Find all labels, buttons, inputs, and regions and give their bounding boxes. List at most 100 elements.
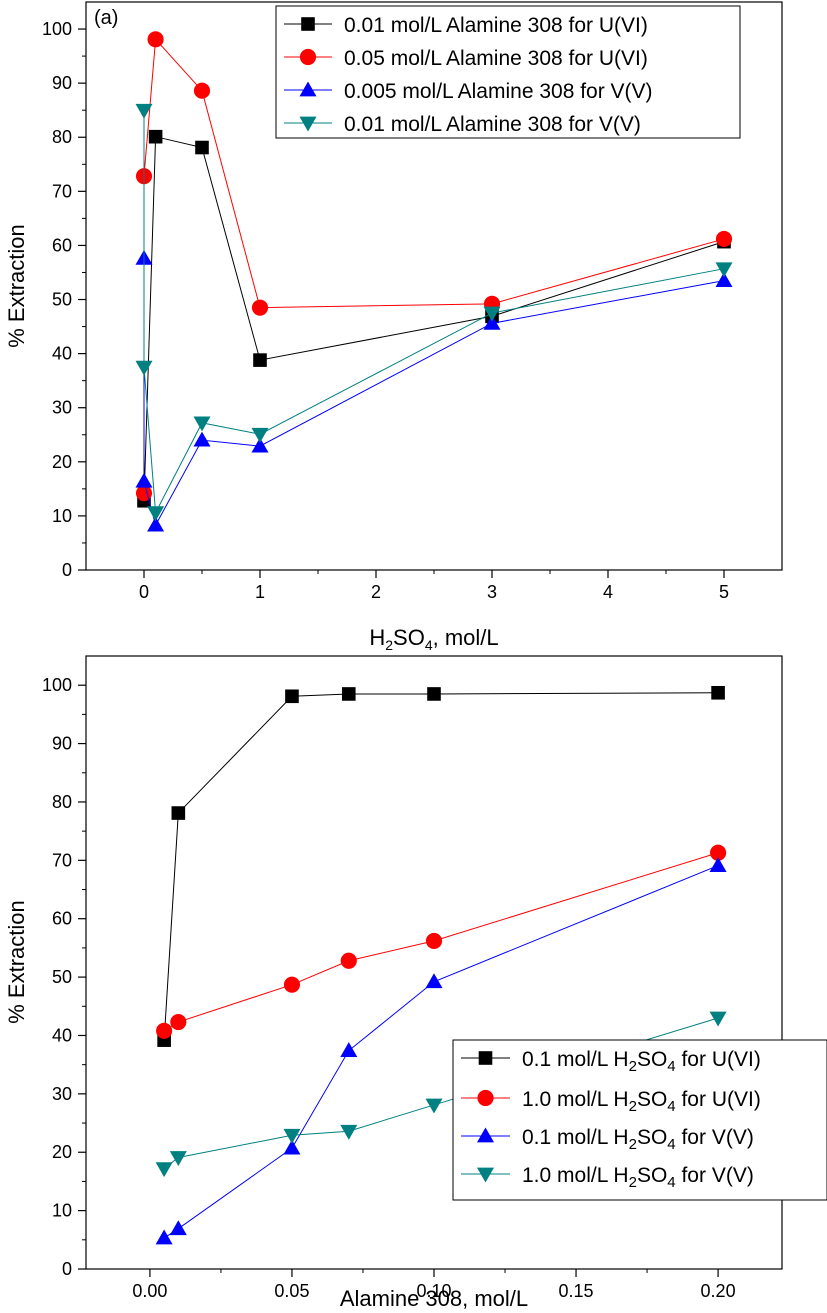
series-1 xyxy=(156,844,727,1039)
data-point xyxy=(147,516,165,532)
series-line xyxy=(163,692,719,1041)
legend-marker xyxy=(478,1051,493,1065)
y-tick-label: 70 xyxy=(52,181,72,201)
y-tick-label: 70 xyxy=(52,850,72,870)
data-point xyxy=(283,976,301,993)
data-point xyxy=(169,1220,187,1236)
y-tick-label: 30 xyxy=(52,1084,72,1104)
y-tick-label: 0 xyxy=(62,560,72,580)
legend-entry-0: 0.01 mol/L Alamine 308 for U(VI) xyxy=(284,14,648,37)
x-tick-label: 0.00 xyxy=(132,1281,167,1301)
x-tick-label: 2 xyxy=(371,582,381,602)
data-point xyxy=(135,360,153,376)
data-point xyxy=(283,1139,301,1155)
data-point xyxy=(715,262,733,278)
series-layer-b xyxy=(155,685,727,1245)
legend-b: 0.1 mol/L H2SO4 for U(VI) 1.0 mol/L H2SO4… xyxy=(452,1039,827,1201)
series-0 xyxy=(157,685,725,1047)
chart-panel-b: 0.00 0.05 0.10 0.15 0.20 0 10 20 30 40 50 60 70 80 90 1… xyxy=(4,655,827,1311)
data-point xyxy=(425,973,443,989)
legend-label: 0.1 mol/L H2SO4 for V(V) xyxy=(522,1126,754,1153)
legend-marker xyxy=(301,17,315,31)
y-tick-label: 40 xyxy=(52,344,72,364)
series-layer-a xyxy=(135,31,733,532)
data-point xyxy=(710,844,727,861)
legend-entry-1: 1.0 mol/L H2SO4 for U(VI) xyxy=(461,1088,761,1115)
data-point xyxy=(483,314,501,330)
data-point xyxy=(193,431,211,447)
legend-marker xyxy=(299,48,317,66)
legend-marker xyxy=(477,1167,494,1183)
legend-entry-0: 0.1 mol/L H2SO4 for U(VI) xyxy=(461,1048,761,1075)
x-tick-label: 0.15 xyxy=(559,1281,594,1301)
legend-entry-1: 0.05 mol/L Alamine 308 for U(VI) xyxy=(284,47,648,70)
data-point xyxy=(709,857,727,872)
data-point xyxy=(253,353,267,367)
x-tick-label: 0.20 xyxy=(701,1281,736,1301)
data-point xyxy=(193,416,211,432)
series-line xyxy=(143,258,725,527)
data-point xyxy=(195,140,209,155)
series-3 xyxy=(135,103,733,522)
y-tick-label: 0 xyxy=(62,1259,72,1279)
axis-ticks-b: 0.00 0.05 0.10 0.15 0.20 0 10 20 30 40 50 60 70 80 90 1… xyxy=(42,675,736,1301)
data-point xyxy=(711,685,725,700)
series-line xyxy=(143,110,725,515)
y-axis-label-b: % Extraction xyxy=(4,900,29,1024)
x-tick-label: 1 xyxy=(255,582,265,602)
y-tick-label: 90 xyxy=(52,73,72,93)
legend-label: 1.0 mol/L H2SO4 for U(VI) xyxy=(522,1088,761,1115)
legend-box-a xyxy=(275,5,741,139)
y-tick-label: 10 xyxy=(52,1201,72,1221)
legend-label: 1.0 mol/L H2SO4 for V(V) xyxy=(522,1164,754,1191)
y-tick-label: 40 xyxy=(52,1025,72,1045)
legend-marker xyxy=(299,81,317,97)
data-point xyxy=(483,306,501,322)
legend-label: 0.01 mol/L Alamine 308 for V(V) xyxy=(344,113,641,136)
data-point xyxy=(193,82,211,99)
y-tick-label: 20 xyxy=(52,1142,72,1162)
data-point xyxy=(715,272,733,287)
data-point xyxy=(715,230,733,248)
panel-label-a: (a) xyxy=(94,7,118,29)
y-tick-label: 20 xyxy=(52,452,72,472)
data-point xyxy=(425,1098,443,1114)
data-point xyxy=(427,687,441,701)
legend-label: 0.05 mol/L Alamine 308 for U(VI) xyxy=(344,47,648,70)
legend-label: 0.005 mol/L Alamine 308 for V(V) xyxy=(344,80,653,103)
data-point xyxy=(155,1162,173,1178)
data-point xyxy=(425,932,443,949)
legend-label: 0.01 mol/L Alamine 308 for U(VI) xyxy=(344,14,648,37)
y-tick-label: 30 xyxy=(52,398,72,418)
legend-marker xyxy=(299,116,317,132)
data-point xyxy=(170,1013,187,1031)
y-tick-label: 10 xyxy=(52,506,72,526)
data-point xyxy=(251,427,269,443)
x-axis-label-b: Alamine 308, mol/L xyxy=(340,1286,528,1311)
data-point xyxy=(155,1229,173,1245)
data-point xyxy=(148,129,163,144)
legend-entry-3: 0.01 mol/L Alamine 308 for V(V) xyxy=(284,113,641,136)
y-tick-label: 60 xyxy=(52,909,72,929)
legend-marker xyxy=(477,1127,494,1143)
legend-a: 0.01 mol/L Alamine 308 for U(VI) 0.05 mol… xyxy=(275,5,741,139)
data-point xyxy=(709,1011,727,1027)
y-tick-label: 80 xyxy=(52,792,72,812)
data-point xyxy=(135,103,153,119)
x-tick-label: 5 xyxy=(719,582,729,602)
x-tick-label: 0.05 xyxy=(274,1281,309,1301)
data-point xyxy=(251,299,269,316)
y-tick-label: 90 xyxy=(52,734,72,754)
data-point xyxy=(169,1151,187,1166)
data-point xyxy=(340,1124,358,1140)
data-point xyxy=(340,1042,358,1058)
data-point xyxy=(340,952,357,969)
data-point xyxy=(171,806,186,820)
x-tick-label: 0 xyxy=(139,582,149,602)
data-point xyxy=(285,689,299,704)
y-tick-label: 80 xyxy=(52,127,72,147)
data-point xyxy=(341,687,356,701)
data-point xyxy=(147,506,165,522)
y-tick-label: 100 xyxy=(42,19,72,39)
